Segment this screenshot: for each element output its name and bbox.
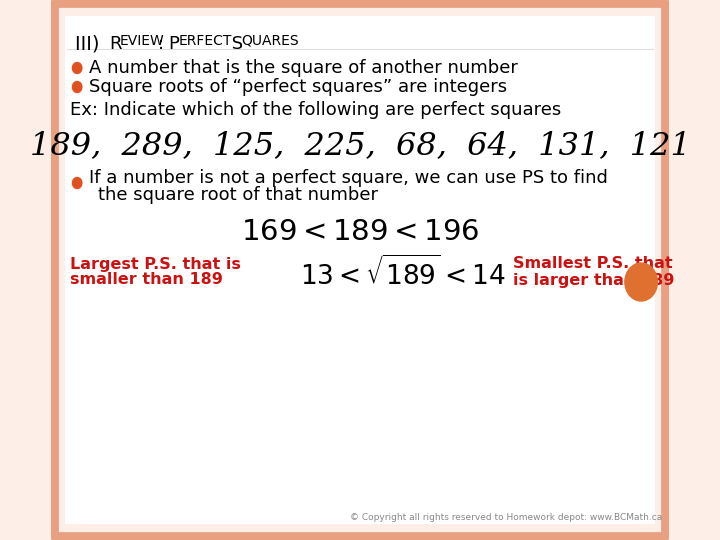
Text: QUARES: QUARES — [242, 34, 300, 48]
Text: smaller than 189: smaller than 189 — [71, 273, 223, 287]
Text: P: P — [168, 35, 179, 53]
FancyBboxPatch shape — [65, 16, 655, 524]
Circle shape — [73, 82, 82, 92]
Text: R: R — [109, 35, 122, 53]
Text: III): III) — [76, 35, 106, 54]
Text: $169 < 189 < 196$: $169 < 189 < 196$ — [240, 218, 480, 246]
Circle shape — [73, 63, 82, 73]
Text: 189,  289,  125,  225,  68,  64,  131,  121: 189, 289, 125, 225, 68, 64, 131, 121 — [30, 131, 690, 161]
Text: If a number is not a perfect square, we can use PS to find: If a number is not a perfect square, we … — [89, 169, 608, 187]
Text: Largest P.S. that is: Largest P.S. that is — [71, 256, 241, 272]
Text: :: : — [158, 35, 170, 53]
Text: the square root of that number: the square root of that number — [98, 186, 378, 204]
Text: S: S — [226, 35, 243, 53]
Text: Ex: Indicate which of the following are perfect squares: Ex: Indicate which of the following are … — [71, 101, 562, 119]
Text: Smallest P.S. that: Smallest P.S. that — [513, 256, 672, 272]
Circle shape — [73, 178, 82, 188]
Circle shape — [625, 263, 657, 301]
Text: ERFECT: ERFECT — [179, 34, 232, 48]
Text: EVIEW: EVIEW — [119, 34, 164, 48]
Text: Square roots of “perfect squares” are integers: Square roots of “perfect squares” are in… — [89, 78, 508, 96]
Text: A number that is the square of another number: A number that is the square of another n… — [89, 59, 518, 77]
Text: $13 < \sqrt{189} < 14$: $13 < \sqrt{189} < 14$ — [300, 255, 505, 291]
Text: © Copyright all rights reserved to Homework depot: www.BCMath.ca: © Copyright all rights reserved to Homew… — [350, 514, 662, 523]
FancyBboxPatch shape — [54, 3, 666, 537]
Text: is larger than 189: is larger than 189 — [513, 273, 674, 287]
